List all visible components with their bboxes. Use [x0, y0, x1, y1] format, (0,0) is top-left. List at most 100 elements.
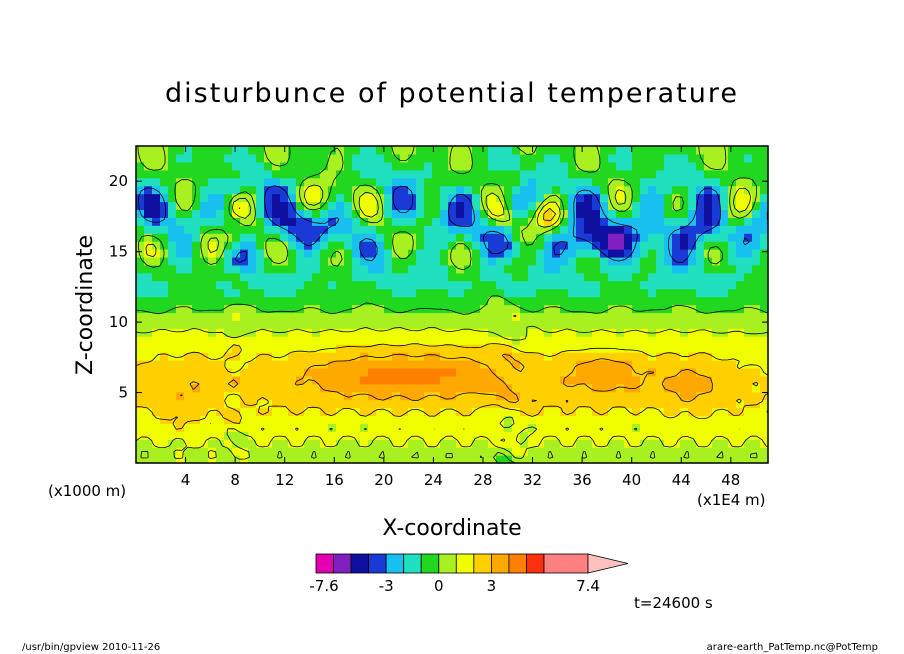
field-cell	[296, 225, 305, 234]
field-cell	[200, 336, 209, 345]
field-cell	[320, 256, 329, 266]
field-cell	[496, 280, 505, 290]
field-cell	[304, 352, 313, 361]
field-cell	[224, 209, 233, 218]
field-cell	[696, 146, 705, 155]
field-cell	[224, 288, 233, 298]
field-cell	[432, 185, 441, 195]
field-cell	[304, 383, 313, 393]
field-cell	[632, 415, 641, 424]
field-cell	[392, 320, 401, 329]
field-cell	[328, 272, 337, 282]
field-cell	[160, 264, 169, 274]
field-cell	[288, 225, 297, 234]
field-cell	[608, 225, 617, 234]
field-cell	[744, 320, 753, 329]
field-cell	[336, 312, 345, 321]
field-cell	[200, 280, 209, 290]
field-cell	[208, 280, 217, 290]
field-cell	[480, 328, 489, 337]
field-cell	[568, 415, 577, 424]
field-cell	[600, 185, 609, 195]
field-cell	[456, 359, 465, 369]
field-cell	[736, 256, 745, 266]
field-cell	[504, 375, 513, 385]
field-cell	[328, 217, 337, 226]
field-cell	[416, 447, 425, 456]
field-cell	[480, 439, 489, 448]
field-cell	[648, 359, 657, 369]
field-cell	[312, 241, 321, 250]
field-cell	[752, 161, 761, 171]
field-cell	[360, 288, 369, 298]
field-cell	[344, 304, 353, 314]
field-cell	[600, 399, 609, 409]
field-cell	[432, 264, 441, 274]
field-cell	[352, 359, 361, 369]
field-cell	[168, 169, 177, 179]
field-cell	[200, 423, 209, 432]
field-cell	[728, 272, 737, 282]
field-cell	[600, 169, 609, 179]
field-cell	[592, 304, 601, 314]
field-cell	[312, 217, 321, 226]
field-cell	[288, 153, 297, 163]
field-cell	[216, 320, 225, 329]
field-cell	[192, 256, 201, 266]
field-cell	[312, 256, 321, 266]
field-cell	[424, 383, 433, 393]
field-cell	[456, 391, 465, 401]
field-cell	[656, 272, 665, 282]
field-cell	[216, 391, 225, 401]
field-cell	[344, 336, 353, 345]
field-cell	[504, 249, 513, 258]
field-cell	[552, 431, 561, 440]
field-cell	[248, 249, 257, 258]
field-cell	[384, 415, 393, 424]
field-cell	[312, 375, 321, 385]
field-cell	[504, 407, 513, 417]
field-cell	[624, 328, 633, 337]
field-cell	[240, 431, 249, 440]
field-cell	[720, 399, 729, 409]
field-cell	[696, 352, 705, 361]
field-cell	[640, 320, 649, 329]
field-cell	[304, 296, 313, 306]
field-cell	[184, 272, 193, 282]
field-cell	[344, 153, 353, 163]
field-cell	[528, 177, 537, 187]
field-cell	[368, 272, 377, 282]
field-cell	[568, 233, 577, 242]
field-cell	[640, 352, 649, 361]
field-cell	[432, 256, 441, 266]
field-cell	[616, 423, 625, 432]
field-cell	[416, 296, 425, 306]
field-cell	[608, 383, 617, 393]
field-cell	[472, 201, 481, 211]
field-cell	[192, 336, 201, 345]
field-cell	[752, 280, 761, 290]
field-cell	[472, 249, 481, 258]
field-cell	[760, 264, 769, 274]
field-cell	[568, 185, 577, 195]
field-cell	[568, 391, 577, 401]
field-cell	[376, 344, 385, 353]
field-cell	[264, 153, 273, 163]
field-cell	[312, 455, 321, 464]
field-cell	[488, 217, 497, 226]
field-cell	[576, 201, 585, 211]
field-cell	[168, 272, 177, 282]
colorbar-label: -7.6	[309, 577, 338, 595]
field-cell	[392, 288, 401, 298]
field-cell	[432, 296, 441, 306]
field-cell	[648, 249, 657, 258]
field-cell	[176, 256, 185, 266]
field-cell	[424, 249, 433, 258]
field-cell	[704, 169, 713, 179]
field-cell	[328, 209, 337, 218]
field-cell	[208, 431, 217, 440]
field-cell	[216, 415, 225, 424]
field-cell	[184, 352, 193, 361]
field-cell	[488, 407, 497, 417]
field-cell	[368, 161, 377, 171]
